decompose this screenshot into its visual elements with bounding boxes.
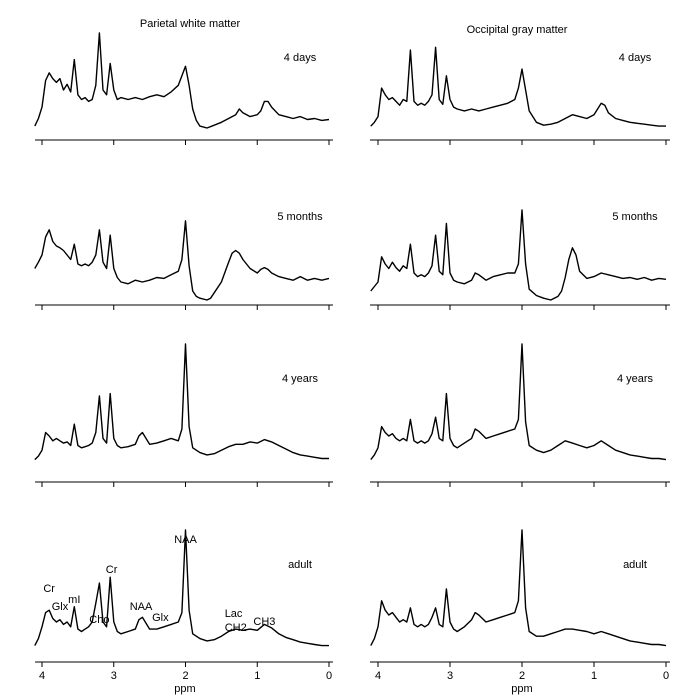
panel-label: 5 months	[277, 211, 323, 223]
peak-annotation: NAA	[130, 601, 153, 613]
tick-label: 0	[663, 670, 669, 682]
peak-annotation: Glx	[152, 612, 169, 624]
panel-label: 4 years	[282, 373, 319, 385]
spectrum-line	[370, 343, 667, 461]
peak-annotation: CH3	[253, 616, 275, 628]
tick-label: 4	[375, 670, 381, 682]
column-title-parietal: Parietal white matter	[140, 18, 241, 30]
panel-label: 5 months	[612, 211, 658, 223]
peak-annotation: Lac	[225, 608, 243, 620]
spectrum-line	[370, 46, 666, 127]
peak-annotation: Cho	[89, 614, 109, 626]
peak-annotation: Glx	[52, 601, 69, 613]
tick-label: 0	[326, 670, 332, 682]
x-axis-label-left: ppm	[174, 683, 195, 695]
spectrum-line	[34, 529, 329, 647]
panels-group: 4 days 5 months 4 years 4 3 2 1 0 adult 4 days 5 m…	[34, 32, 670, 682]
tick-label: 3	[447, 670, 453, 682]
panel-label: adult	[623, 559, 647, 571]
spectrum-line	[370, 529, 667, 647]
column-title-occipital: Occipital gray matter	[467, 24, 568, 36]
x-axis-label-right: ppm	[511, 683, 532, 695]
peak-annotation: Cr	[106, 564, 118, 576]
peak-annotation: NAA	[174, 534, 197, 546]
tick-label: 2	[182, 670, 188, 682]
spectrum-line	[34, 343, 329, 461]
spectrum-line	[370, 209, 667, 301]
tick-label: 3	[111, 670, 117, 682]
panel-label: 4 days	[619, 52, 652, 64]
spectrum-line	[34, 32, 330, 129]
peak-annotation: CH2	[225, 622, 247, 634]
spectrum-line	[34, 220, 330, 301]
tick-label: 1	[254, 670, 260, 682]
peak-annotation: mI	[68, 594, 80, 606]
tick-label: 1	[591, 670, 597, 682]
panel-label: 4 days	[284, 52, 317, 64]
tick-label: 2	[519, 670, 525, 682]
panel-label: 4 years	[617, 373, 654, 385]
tick-label: 4	[39, 670, 45, 682]
peak-annotation: Cr	[43, 583, 55, 595]
panel-label: adult	[288, 559, 312, 571]
